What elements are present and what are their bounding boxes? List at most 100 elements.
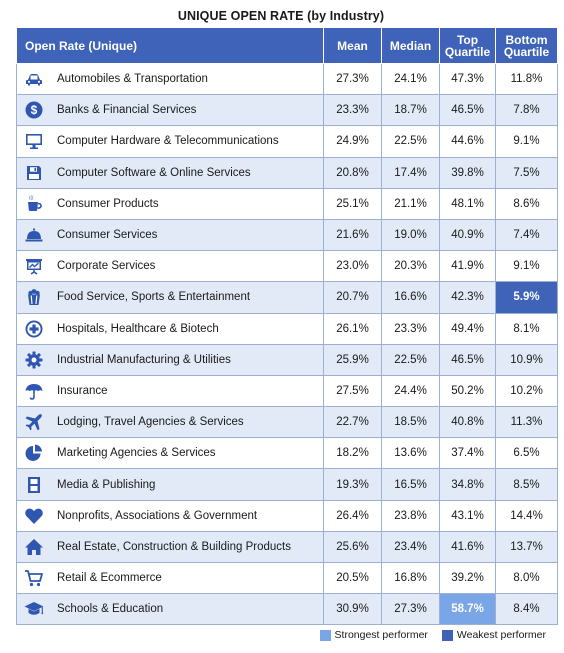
industry-cell: Lodging, Travel Agencies & Services	[16, 406, 324, 439]
bottom-quartile-value: 13.7%	[495, 530, 558, 564]
top-quartile-value: 39.2%	[439, 561, 496, 595]
shopping-cart-icon	[23, 568, 45, 588]
table-row: Hospitals, Healthcare & Biotech 26.1% 23.3…	[16, 312, 558, 345]
legend-swatch-weakest	[441, 629, 453, 641]
umbrella-icon	[23, 381, 45, 401]
bottom-quartile-value: 6.5%	[495, 437, 558, 470]
bottom-quartile-value: 9.1%	[495, 125, 558, 158]
industry-label: Consumer Services	[57, 229, 158, 242]
industry-label: Consumer Products	[57, 197, 159, 210]
mean-value: 20.5%	[323, 561, 382, 595]
top-quartile-value: 41.6%	[439, 530, 496, 564]
industry-cell: Corporate Services	[16, 250, 324, 283]
mean-value: 22.7%	[323, 406, 382, 439]
industry-label: Computer Hardware & Telecommunications	[57, 135, 279, 148]
median-value: 13.6%	[381, 437, 440, 470]
table-row: Consumer Services 21.6% 19.0% 40.9% 7.4%	[16, 218, 558, 252]
presentation-board-icon	[23, 256, 45, 276]
film-strip-icon	[23, 475, 45, 495]
industry-cell: Media & Publishing	[16, 468, 324, 501]
mean-value: 26.4%	[323, 499, 382, 532]
industry-label: Industrial Manufacturing & Utilities	[57, 353, 231, 366]
table-row: Insurance 27.5% 24.4% 50.2% 10.2%	[16, 374, 558, 408]
industry-cell: Marketing Agencies & Services	[16, 437, 324, 470]
top-quartile-value: 39.8%	[439, 156, 496, 189]
table-row: Marketing Agencies & Services 18.2% 13.6% 3…	[16, 437, 558, 470]
table-row: Real Estate, Construction & Building Pro…	[16, 530, 558, 564]
legend-swatch-strongest	[319, 629, 331, 641]
svg-text:(((: (((	[29, 195, 34, 200]
mean-value: 27.3%	[323, 62, 382, 96]
median-value: 18.5%	[381, 406, 440, 439]
bottom-quartile-value: 8.0%	[495, 561, 558, 595]
column-header-bottom-quartile: Bottom Quartile	[495, 27, 558, 64]
industry-cell: Consumer Services	[16, 218, 324, 252]
top-quartile-value: 49.4%	[439, 312, 496, 345]
top-quartile-value: 46.5%	[439, 343, 496, 376]
table-row: Automobiles & Transportation 27.3% 24.1% 47…	[16, 62, 558, 96]
bottom-quartile-value: 8.6%	[495, 187, 558, 220]
median-value: 16.5%	[381, 468, 440, 501]
industry-label: Hospitals, Healthcare & Biotech	[57, 322, 219, 335]
industry-label: Marketing Agencies & Services	[57, 447, 216, 460]
top-quartile-value: 47.3%	[439, 62, 496, 96]
industry-label: Food Service, Sports & Entertainment	[57, 291, 251, 304]
top-quartile-value: 58.7%	[439, 593, 496, 626]
legend-item-strongest: Strongest performer	[319, 629, 428, 641]
median-value: 16.8%	[381, 561, 440, 595]
top-quartile-value: 41.9%	[439, 250, 496, 283]
median-value: 24.4%	[381, 374, 440, 408]
header-row: Open Rate (Unique) Mean Median Top Quart…	[16, 27, 558, 64]
table-row: Food Service, Sports & Entertainment 20.7…	[16, 281, 558, 314]
mean-value: 30.9%	[323, 593, 382, 626]
median-value: 18.7%	[381, 94, 440, 127]
bottom-quartile-value: 7.8%	[495, 94, 558, 127]
table-row: Retail & Ecommerce 20.5% 16.8% 39.2% 8.0%	[16, 561, 558, 595]
legend-label-weakest: Weakest performer	[456, 629, 546, 641]
pie-chart-icon	[23, 443, 45, 463]
bottom-quartile-value: 5.9%	[495, 281, 558, 314]
legend-label-strongest: Strongest performer	[334, 629, 428, 641]
dollar-icon: $	[23, 100, 45, 120]
median-value: 22.5%	[381, 343, 440, 376]
table-row: Industrial Manufacturing & Utilities 25.9…	[16, 343, 558, 376]
mean-value: 24.9%	[323, 125, 382, 158]
table-row: Corporate Services 23.0% 20.3% 41.9% 9.1%	[16, 250, 558, 283]
table-row: Computer Hardware & Telecommunications 24…	[16, 125, 558, 158]
mean-value: 25.1%	[323, 187, 382, 220]
median-value: 19.0%	[381, 218, 440, 252]
heart-icon	[23, 506, 45, 526]
bottom-quartile-value: 14.4%	[495, 499, 558, 532]
open-rate-table: Open Rate (Unique) Mean Median Top Quart…	[16, 27, 558, 626]
table-row: Lodging, Travel Agencies & Services 22.7%…	[16, 406, 558, 439]
industry-label: Corporate Services	[57, 260, 156, 273]
bottom-quartile-value: 11.3%	[495, 406, 558, 439]
floppy-disk-icon	[23, 163, 45, 183]
mean-value: 19.3%	[323, 468, 382, 501]
industry-label: Real Estate, Construction & Building Pro…	[57, 540, 291, 553]
bottom-quartile-value: 11.8%	[495, 62, 558, 96]
industry-label: Insurance	[57, 384, 108, 397]
table-row: (((Consumer Products 25.1% 21.1% 48.1% 8.6%	[16, 187, 558, 220]
industry-cell: Insurance	[16, 374, 324, 408]
mean-value: 18.2%	[323, 437, 382, 470]
mean-value: 20.7%	[323, 281, 382, 314]
car-icon	[23, 69, 45, 89]
industry-label: Nonprofits, Associations & Government	[57, 509, 258, 522]
svg-text:$: $	[31, 103, 38, 117]
industry-label: Banks & Financial Services	[57, 104, 197, 117]
median-value: 17.4%	[381, 156, 440, 189]
medical-cross-icon	[23, 319, 45, 339]
service-bell-icon	[23, 225, 45, 245]
top-quartile-value: 37.4%	[439, 437, 496, 470]
industry-cell: Computer Hardware & Telecommunications	[16, 125, 324, 158]
median-value: 22.5%	[381, 125, 440, 158]
mean-value: 21.6%	[323, 218, 382, 252]
top-quartile-value: 40.8%	[439, 406, 496, 439]
bottom-quartile-value: 7.4%	[495, 218, 558, 252]
top-quartile-value: 42.3%	[439, 281, 496, 314]
table-row: $ Banks & Financial Services 23.3% 18.7% 46.…	[16, 94, 558, 127]
coffee-cup-icon: (((	[23, 194, 45, 214]
mean-value: 23.3%	[323, 94, 382, 127]
table-row: Nonprofits, Associations & Government 26.…	[16, 499, 558, 532]
